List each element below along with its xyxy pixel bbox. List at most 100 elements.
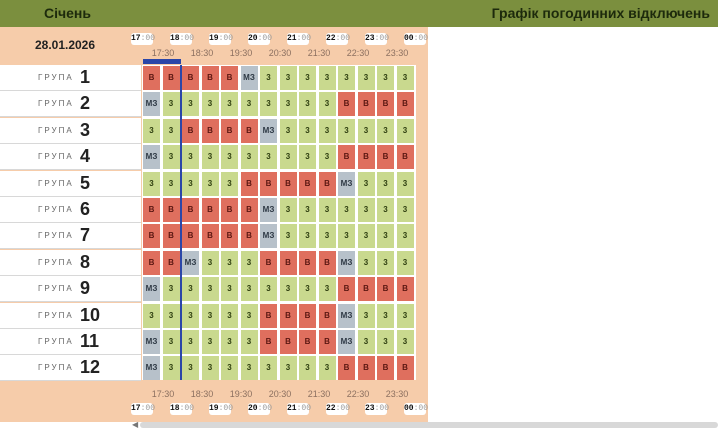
schedule-cell: 3 <box>221 303 238 328</box>
schedule-cell: В <box>143 198 160 222</box>
group-word: ГРУПА <box>38 152 74 162</box>
schedule-cell: 3 <box>338 66 355 90</box>
group-word: ГРУПА <box>38 73 74 82</box>
schedule-cell: В <box>299 171 316 196</box>
group-number: 3 <box>80 119 91 140</box>
schedule-cell: 3 <box>377 171 394 196</box>
schedule-cell: 3 <box>357 330 375 354</box>
half-hour-tick: 21:30 <box>307 389 331 399</box>
schedule-cell: В <box>279 250 297 275</box>
scroll-left-icon[interactable]: ◀ <box>132 420 139 429</box>
schedule-cell: В <box>240 118 258 143</box>
schedule-cell: 3 <box>162 330 180 354</box>
schedule-cell: 3 <box>143 303 160 328</box>
schedule-cell: 3 <box>162 303 180 328</box>
schedule-cell: 3 <box>143 118 160 143</box>
schedule-cell: 3 <box>260 145 277 170</box>
group-number: 2 <box>80 93 91 114</box>
schedule-cell: В <box>201 118 219 143</box>
schedule-cell: В <box>377 145 394 170</box>
half-hour-tick: 23:30 <box>385 389 409 399</box>
schedule-cell: В <box>260 171 277 196</box>
schedule-cell: МЗ <box>338 250 355 275</box>
group-row-label: ГРУПА 1 <box>0 65 141 91</box>
schedule-cell: 3 <box>338 118 355 143</box>
page-title: Графік погодинних відключень <box>491 5 710 21</box>
schedule-cell: В <box>377 277 394 302</box>
schedule-cell: МЗ <box>143 145 160 170</box>
schedule-cell: В <box>299 250 316 275</box>
schedule-cell: 3 <box>377 303 394 328</box>
half-hour-tick: 20:30 <box>268 389 292 399</box>
schedule-cell: В <box>143 66 160 90</box>
schedule-cell: 3 <box>201 303 219 328</box>
schedule-cell: 3 <box>182 303 199 328</box>
group-word: ГРУПА <box>38 363 74 373</box>
schedule-cell: В <box>162 224 180 249</box>
schedule-cell: 3 <box>221 171 238 196</box>
schedule-cell: В <box>221 66 238 90</box>
schedule-cell: В <box>221 118 238 143</box>
hour-tick: 22:00 <box>326 33 351 45</box>
schedule-cell: 3 <box>201 277 219 302</box>
schedule-cell: 3 <box>357 66 375 90</box>
group-number: 10 <box>80 304 101 325</box>
schedule-cell: В <box>357 145 375 170</box>
schedule-cell: 3 <box>318 224 336 249</box>
current-time-marker <box>143 59 181 64</box>
schedule-cell: 3 <box>396 330 414 354</box>
schedule-cell: 3 <box>162 277 180 302</box>
schedule-cell: 3 <box>338 224 355 249</box>
schedule-cell: МЗ <box>143 356 160 381</box>
schedule-cell: 3 <box>396 171 414 196</box>
hour-scale-bottom: 17:00 18:00 19:00 20:00 21:00 22:00 23:00 00:00 <box>0 403 718 416</box>
schedule-cell: В <box>260 303 277 328</box>
schedule-cell: МЗ <box>143 92 160 117</box>
schedule-cell: 3 <box>279 198 297 222</box>
schedule-cell: 3 <box>377 118 394 143</box>
group-word: ГРУПА <box>38 284 74 294</box>
schedule-cell: 3 <box>260 92 277 117</box>
group-number: 6 <box>80 199 91 219</box>
schedule-cell: 3 <box>182 171 199 196</box>
group-row-label: ГРУПА 11 <box>0 329 141 355</box>
group-number: 9 <box>80 278 91 299</box>
schedule-cell: В <box>221 198 238 222</box>
schedule-cell: В <box>377 92 394 117</box>
half-hour-tick: 19:30 <box>229 389 253 399</box>
group-row-label: ГРУПА 10 <box>0 302 141 329</box>
group-word: ГРУПА <box>38 99 74 109</box>
schedule-cell: 3 <box>162 92 180 117</box>
schedule-cell: 3 <box>162 145 180 170</box>
group-word: ГРУПА <box>38 125 74 135</box>
schedule-cell: 3 <box>182 145 199 170</box>
schedule-cell: 3 <box>279 224 297 249</box>
schedule-cell: В <box>201 66 219 90</box>
schedule-cell: 3 <box>338 198 355 222</box>
schedule-cell: 3 <box>396 250 414 275</box>
schedule-cell: 3 <box>221 250 238 275</box>
schedule-cell: В <box>240 198 258 222</box>
schedule-cell: 3 <box>240 250 258 275</box>
group-word: ГРУПА <box>38 337 74 346</box>
schedule-cell: 3 <box>201 171 219 196</box>
schedule-cell: 3 <box>396 224 414 249</box>
schedule-cell: В <box>396 277 414 302</box>
schedule-cell: В <box>162 66 180 90</box>
horizontal-scrollbar[interactable] <box>140 422 718 428</box>
schedule-cell: МЗ <box>143 277 160 302</box>
current-time-line <box>180 65 182 380</box>
schedule-cell: В <box>357 277 375 302</box>
schedule-cell: МЗ <box>240 66 258 90</box>
schedule-cell: МЗ <box>260 224 277 249</box>
schedule-cell: 3 <box>279 145 297 170</box>
hour-tick: 17:00 <box>131 33 156 45</box>
hour-tick: 19:00 <box>209 33 234 45</box>
hour-tick: 00:00 <box>404 33 429 45</box>
schedule-cell: 3 <box>182 92 199 117</box>
schedule-cell: В <box>318 171 336 196</box>
half-hour-tick: 19:30 <box>229 48 253 58</box>
schedule-cell: В <box>396 356 414 381</box>
schedule-cell: 3 <box>318 277 336 302</box>
group-word: ГРУПА <box>38 257 74 267</box>
